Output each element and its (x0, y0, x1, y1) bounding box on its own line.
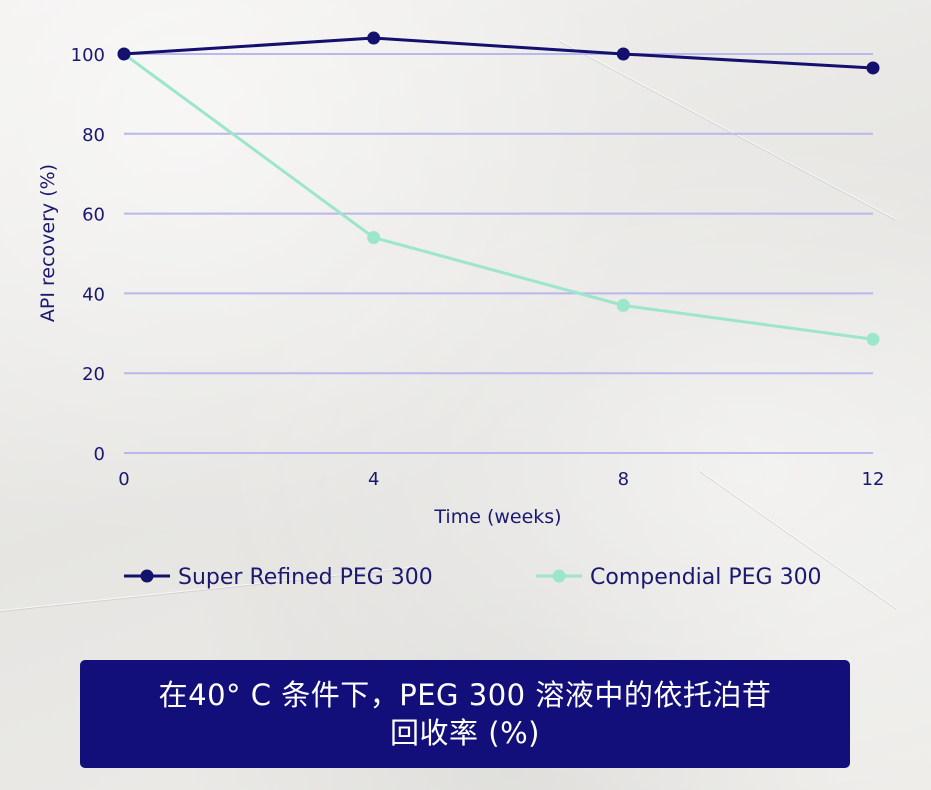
caption-title: 在40° C 条件下，PEG 300 溶液中的依托泊苷 (158, 678, 772, 712)
y-tick-label: 0 (94, 444, 105, 465)
data-point (367, 31, 381, 45)
data-point (367, 231, 381, 245)
x-tick-label: 0 (118, 469, 129, 490)
y-tick-label: 80 (82, 125, 105, 146)
data-point (117, 47, 131, 61)
x-tick-label: 4 (368, 469, 379, 490)
y-axis-label: API recovery (%) (37, 164, 59, 322)
data-point (866, 332, 880, 346)
data-point (616, 47, 630, 61)
y-tick-label: 60 (82, 205, 105, 226)
legend-label: Compendial PEG 300 (590, 565, 822, 590)
legend-label: Super Refined PEG 300 (178, 565, 433, 590)
legend: Super Refined PEG 300 Compendial PEG 300 (124, 565, 822, 590)
y-tick-label: 40 (82, 284, 105, 305)
caption-banner: 在40° C 条件下，PEG 300 溶液中的依托泊苷 回收率 (%) (80, 660, 850, 768)
caption-subtitle: 回收率 (%) (390, 716, 540, 750)
x-axis-label: Time (weeks) (433, 506, 561, 528)
series-lines (117, 31, 880, 346)
series-line (123, 52, 874, 341)
y-axis-ticks: 0 20 40 60 80 100 (71, 45, 105, 465)
x-tick-label: 8 (618, 469, 629, 490)
data-point (866, 61, 880, 75)
data-point (616, 298, 630, 312)
y-tick-label: 100 (71, 45, 105, 66)
legend-swatch-marker (552, 569, 566, 583)
series-line (123, 36, 874, 70)
y-tick-label: 20 (82, 364, 105, 385)
line-chart: 0 20 40 60 80 100 0 4 8 12 API recovery (%) Time… (37, 31, 884, 590)
x-tick-label: 12 (862, 469, 885, 490)
grid-lines (124, 53, 873, 454)
legend-swatch-marker (140, 569, 154, 583)
x-axis-ticks: 0 4 8 12 (118, 469, 884, 490)
